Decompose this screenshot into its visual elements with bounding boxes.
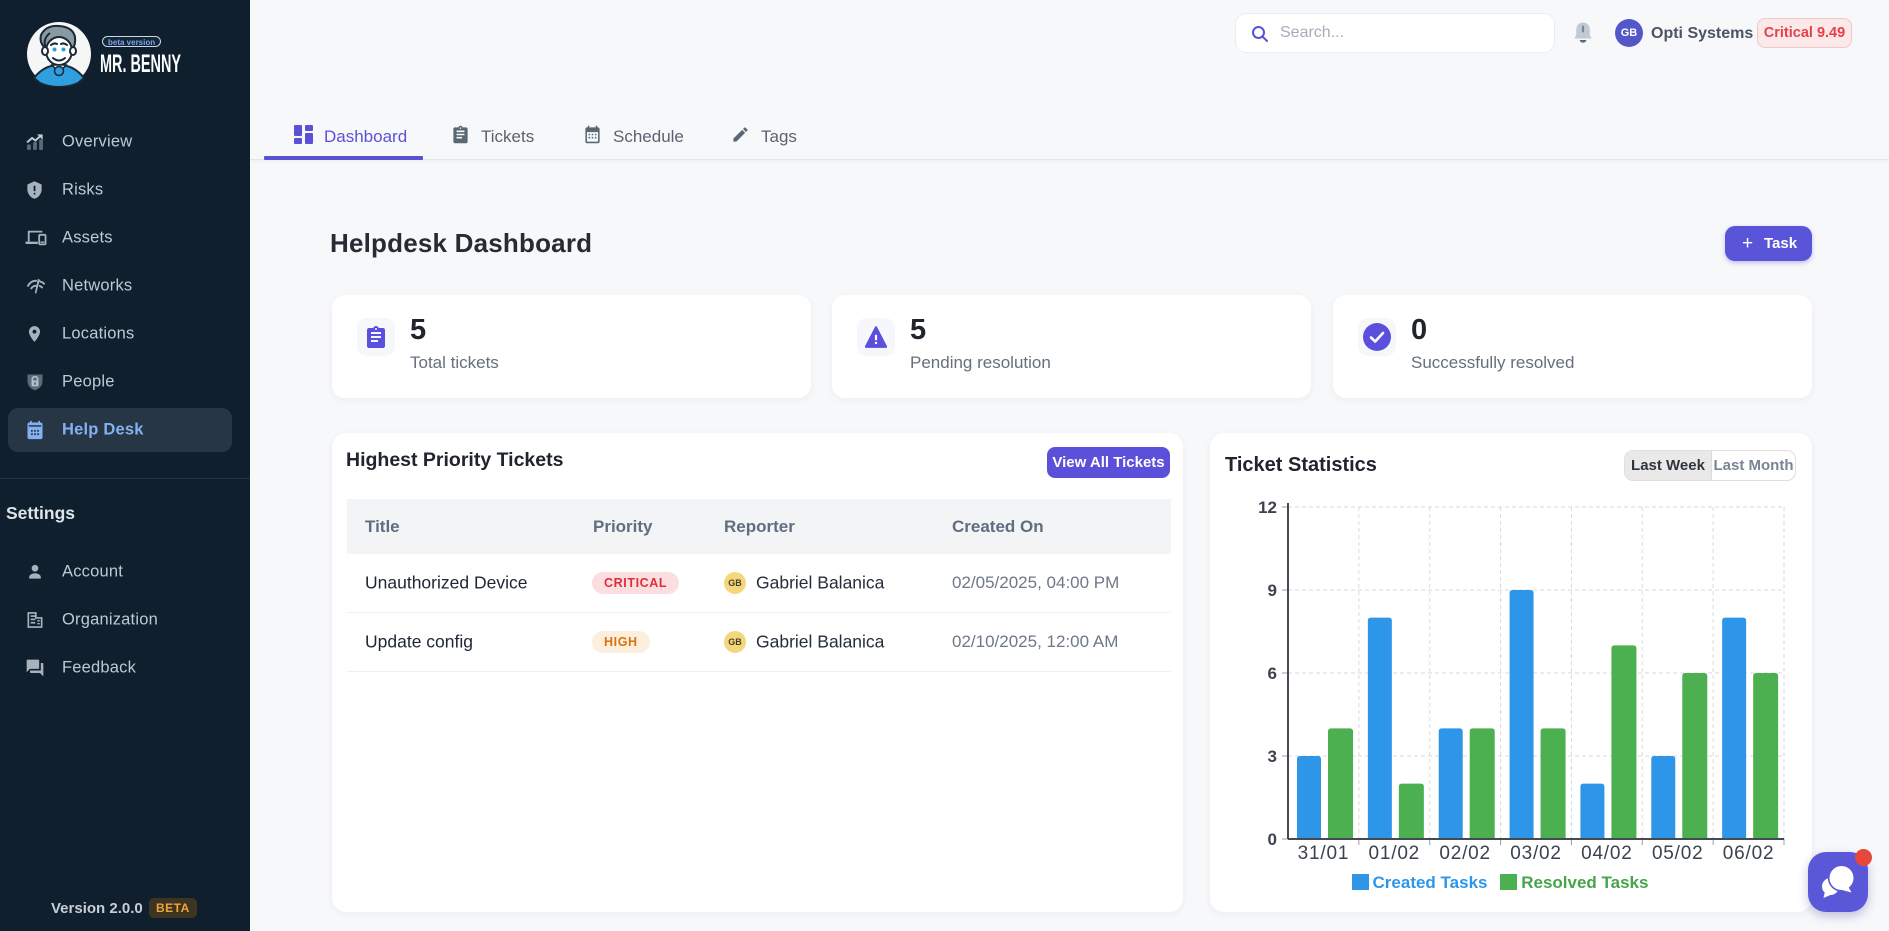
svg-text:12: 12: [1258, 498, 1277, 517]
svg-text:05/02: 05/02: [1652, 843, 1704, 864]
svg-text:MR. BENNY: MR. BENNY: [100, 52, 181, 78]
svg-text:04/02: 04/02: [1581, 843, 1633, 864]
svg-text:02/02: 02/02: [1439, 843, 1491, 864]
svg-text:0: 0: [1268, 830, 1277, 849]
svg-text:6: 6: [1268, 664, 1277, 683]
svg-text:01/02: 01/02: [1369, 843, 1421, 864]
svg-text:31/01: 31/01: [1298, 843, 1350, 864]
svg-text:03/02: 03/02: [1510, 843, 1562, 864]
svg-text:9: 9: [1268, 581, 1277, 600]
svg-text:3: 3: [1268, 747, 1277, 766]
svg-text:06/02: 06/02: [1723, 843, 1775, 864]
